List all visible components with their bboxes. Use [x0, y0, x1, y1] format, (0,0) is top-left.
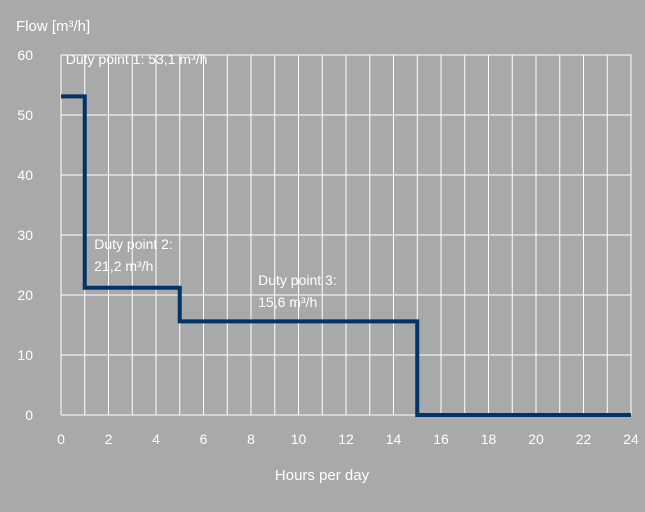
- y-tick-label: 30: [17, 227, 33, 243]
- x-tick-label: 10: [291, 431, 307, 447]
- x-tick-label: 2: [105, 431, 113, 447]
- y-tick-label: 50: [17, 107, 33, 123]
- x-tick-label: 8: [247, 431, 255, 447]
- x-tick-label: 12: [338, 431, 354, 447]
- x-tick-label: 6: [200, 431, 208, 447]
- y-tick-label: 10: [17, 347, 33, 363]
- x-tick-label: 14: [386, 431, 402, 447]
- duty-point-label: Duty point 1: 53,1 m³/h: [66, 51, 208, 67]
- x-tick-label: 16: [433, 431, 449, 447]
- duty-point-label-line: Duty point 2:: [94, 236, 173, 252]
- duty-point-label: Duty point 2: 21,2 m³/h: [94, 236, 173, 274]
- y-tick-label: 20: [17, 287, 33, 303]
- y-tick-labels: 0 10 20 30 40 50 60: [17, 47, 33, 423]
- x-tick-label: 20: [528, 431, 544, 447]
- duty-point-label-line: Duty point 3:: [258, 272, 337, 288]
- y-tick-label: 0: [25, 407, 33, 423]
- duty-point-label-line: Duty point 1: 53,1 m³/h: [66, 51, 208, 67]
- x-axis-label: Hours per day: [275, 467, 370, 484]
- y-tick-label: 40: [17, 167, 33, 183]
- grid: [60, 54, 632, 416]
- x-tick-label: 22: [576, 431, 592, 447]
- duty-point-label-line: 15,6 m³/h: [258, 294, 317, 310]
- y-tick-label: 60: [17, 47, 33, 63]
- x-tick-labels: 0 2 4 6 8 10 12 14 16 18 20 22 24: [57, 431, 639, 447]
- x-tick-label: 24: [623, 431, 639, 447]
- y-axis-label: Flow [m³/h]: [16, 18, 90, 35]
- series-line: [61, 94, 631, 417]
- annotations: Duty point 1: 53,1 m³/h Duty point 2: 21,2…: [66, 51, 337, 310]
- x-tick-label: 18: [481, 431, 497, 447]
- duty-point-label-line: 21,2 m³/h: [94, 258, 153, 274]
- x-tick-label: 0: [57, 431, 65, 447]
- duty-point-label: Duty point 3: 15,6 m³/h: [258, 272, 337, 310]
- x-tick-label: 4: [152, 431, 160, 447]
- series-layer: [61, 94, 631, 417]
